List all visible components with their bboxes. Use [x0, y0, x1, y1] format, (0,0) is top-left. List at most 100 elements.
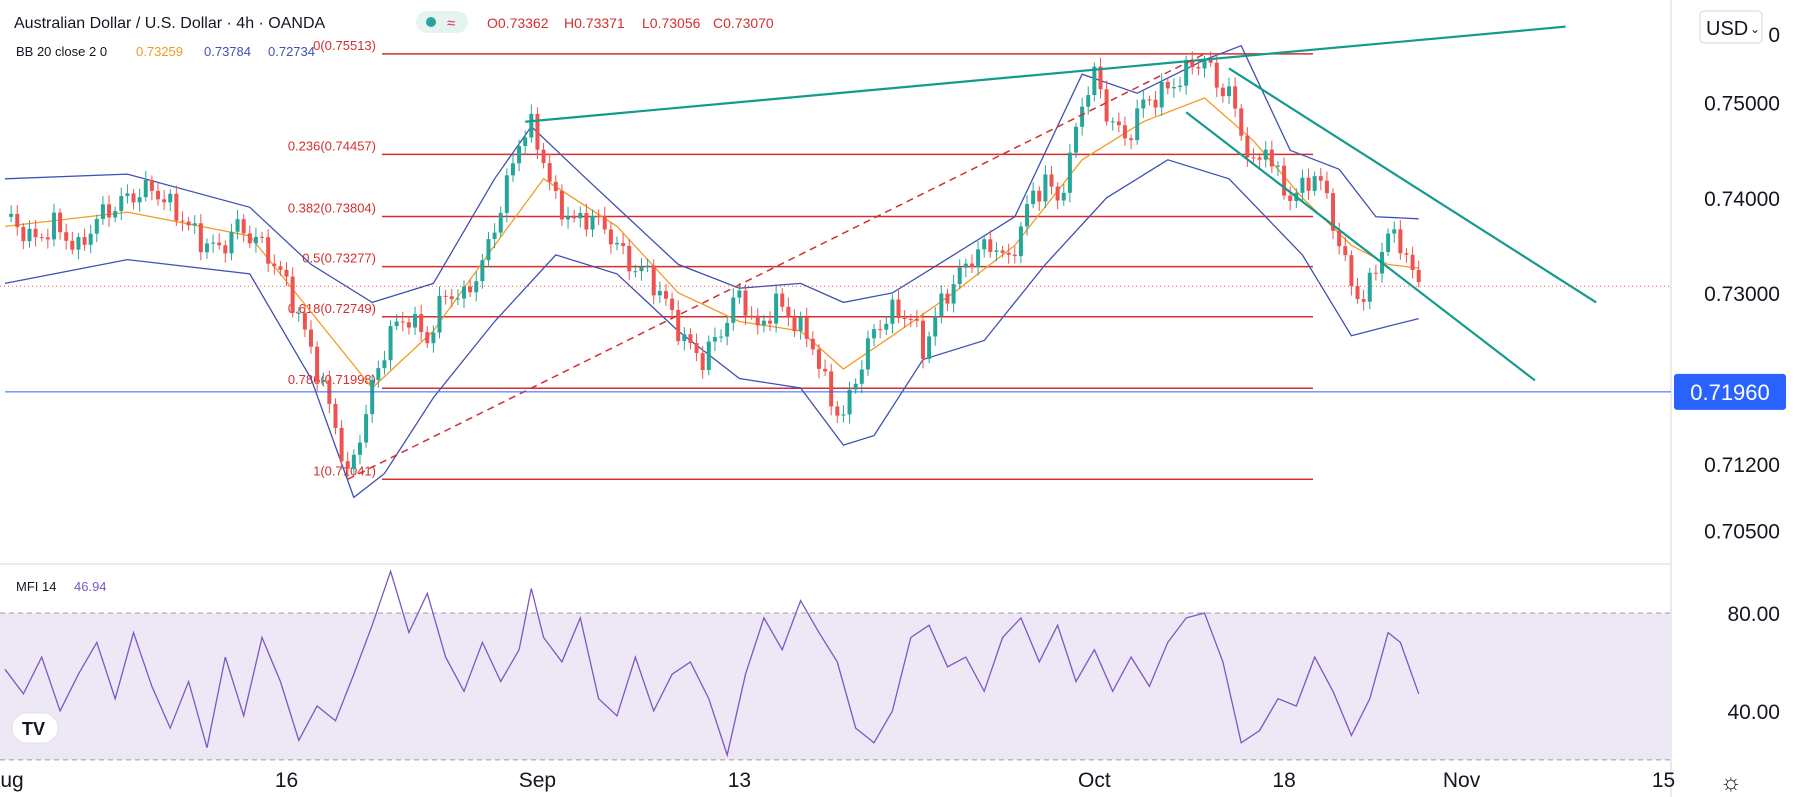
candle-body — [1116, 121, 1121, 126]
candle-body — [100, 204, 105, 219]
candle-body — [1318, 176, 1323, 181]
currency-label: USD — [1706, 18, 1748, 40]
candle-body — [737, 290, 742, 298]
candle-body — [455, 298, 460, 300]
candle-body — [786, 306, 791, 317]
candle-body — [810, 338, 815, 350]
candle-body — [1239, 108, 1244, 136]
candle-body — [468, 286, 473, 293]
candle-body — [1165, 81, 1170, 89]
candle-body — [1263, 149, 1268, 160]
candle-body — [768, 320, 772, 324]
bb-basis — [4, 97, 1419, 389]
candle-body — [357, 442, 362, 455]
candle-body — [82, 237, 87, 245]
candle-body — [1312, 176, 1317, 191]
candle-body — [908, 319, 913, 321]
candle-body — [131, 193, 136, 203]
candle-body — [1208, 60, 1213, 63]
candle-body — [1288, 195, 1293, 202]
candle-body — [578, 213, 583, 219]
candle-body — [945, 293, 950, 304]
candle-body — [162, 199, 167, 203]
candle-body — [1324, 180, 1329, 194]
candle-body — [780, 293, 785, 307]
candle-body — [743, 290, 748, 316]
candle-body — [1398, 229, 1403, 254]
candle-body — [633, 271, 638, 273]
candle-body — [639, 267, 644, 272]
candle-body — [608, 229, 613, 245]
candle-body — [1306, 177, 1311, 191]
svg-text:TV: TV — [22, 719, 45, 739]
candle-body — [125, 193, 130, 197]
candle-body — [1404, 253, 1409, 255]
gear-icon[interactable]: ☼ — [1720, 769, 1742, 796]
candle-body — [186, 221, 191, 226]
candle-body — [278, 266, 283, 270]
candle-body — [688, 334, 693, 344]
open-value: O0.73362 — [487, 15, 549, 31]
candle-body — [370, 379, 375, 415]
candle-body — [657, 291, 662, 296]
candle-body — [627, 245, 632, 272]
candle-body — [198, 223, 203, 253]
candle-body — [39, 237, 44, 239]
candle-body — [333, 403, 338, 428]
candle-body — [541, 149, 546, 164]
candle-body — [939, 293, 944, 317]
candle-body — [841, 414, 846, 416]
candle-body — [1129, 138, 1134, 141]
candle-body — [58, 212, 63, 233]
tradingview-logo[interactable]: TV — [11, 712, 59, 744]
candle-body — [272, 263, 277, 267]
candle-body — [351, 454, 356, 469]
data-wave-icon: ≈ — [447, 15, 455, 32]
bb-label[interactable]: BB 20 close 2 0 — [16, 44, 107, 59]
candles — [9, 51, 1421, 478]
time-tick-6: Nov — [1443, 769, 1481, 792]
mfi-label[interactable]: MFI 14 — [16, 579, 56, 594]
bollinger-bands — [4, 44, 1419, 499]
time-tick-5: 18 — [1272, 769, 1295, 792]
trendline-fib-diagonal — [347, 53, 1205, 480]
candle-body — [1043, 174, 1048, 202]
candle-body — [572, 216, 577, 219]
candle-body — [437, 295, 442, 333]
candle-body — [872, 329, 877, 339]
fib-label-0: 0(0.75513) — [313, 38, 376, 53]
candle-body — [645, 265, 650, 268]
candle-body — [700, 353, 705, 370]
status-pill[interactable] — [416, 11, 468, 33]
candle-body — [174, 193, 179, 221]
candle-body — [553, 181, 558, 191]
fib-label-3: 0.5(0.73277) — [302, 251, 376, 266]
candle-body — [829, 371, 834, 407]
candle-body — [921, 320, 925, 359]
mfi-tick-0: 80.00 — [1727, 603, 1780, 626]
candle-body — [1343, 246, 1348, 256]
fib-label-5: 0.786(0.71998) — [288, 372, 376, 387]
candle-body — [149, 179, 154, 191]
candle-body — [774, 293, 779, 324]
candle-body — [504, 175, 509, 213]
candle-body — [804, 317, 809, 339]
candle-body — [976, 249, 981, 268]
candle-body — [1074, 126, 1078, 153]
candle-body — [1061, 192, 1066, 201]
candle-body — [394, 321, 399, 327]
candle-body — [223, 245, 228, 254]
candle-body — [431, 332, 436, 344]
candle-body — [180, 220, 185, 222]
candle-body — [1190, 59, 1195, 68]
candle-body — [88, 233, 93, 245]
candle-body — [1184, 59, 1189, 86]
currency-button[interactable] — [1699, 10, 1763, 44]
candle-body — [719, 336, 724, 338]
time-tick-0: Aug — [0, 769, 24, 792]
candle-body — [290, 276, 295, 313]
candle-body — [731, 297, 736, 323]
candle-body — [260, 236, 265, 238]
candle-body — [406, 322, 411, 328]
